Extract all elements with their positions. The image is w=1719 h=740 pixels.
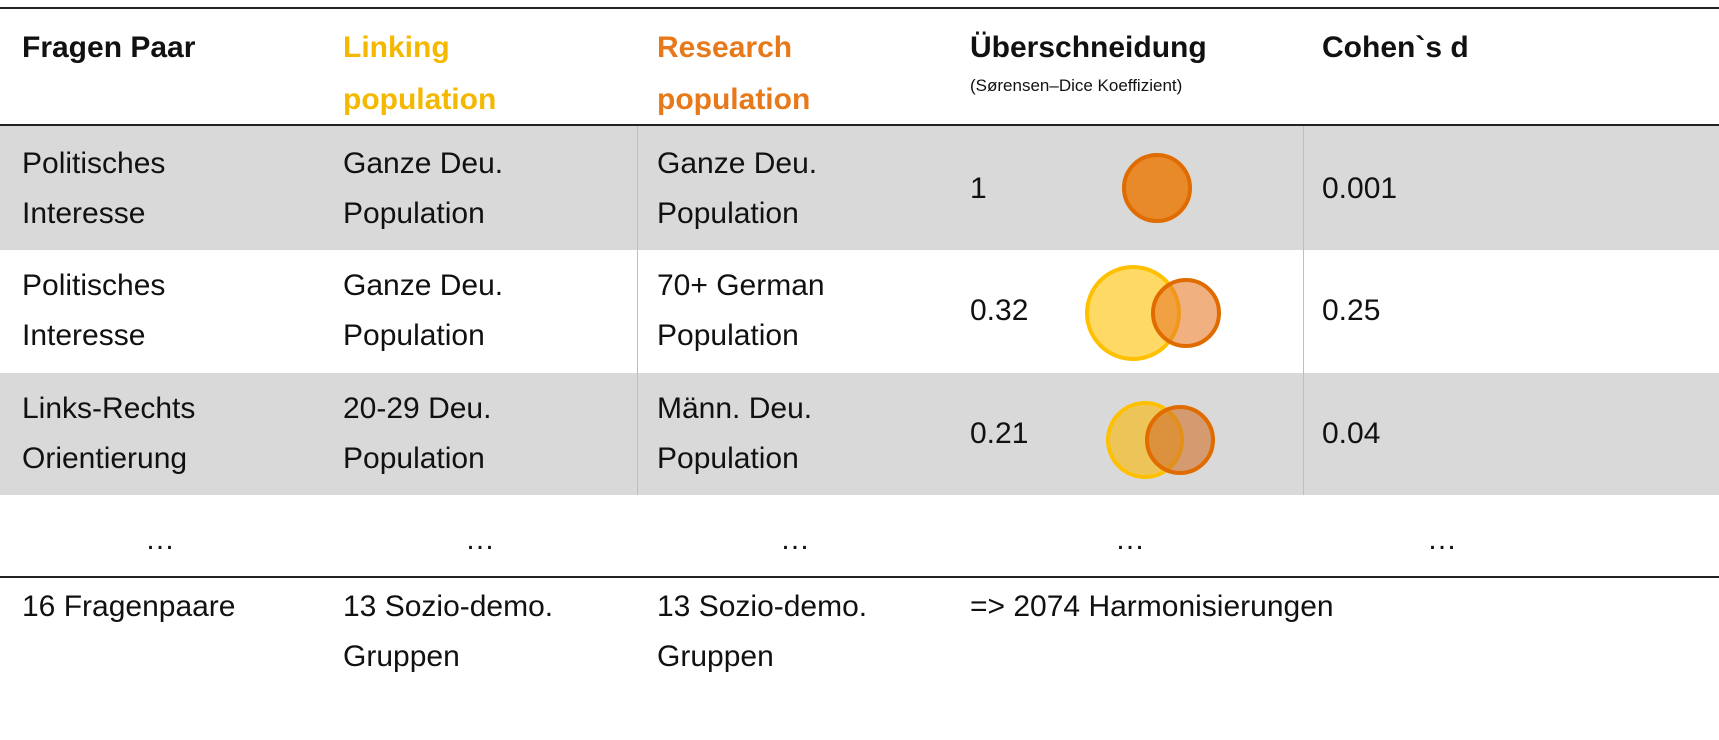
table-cell: 70+ German Population [657, 269, 825, 352]
ellipsis: … [465, 523, 495, 556]
venn-circle [1122, 153, 1192, 223]
ellipsis: … [1427, 523, 1457, 556]
table-cell: 1 [970, 172, 987, 205]
column-header: Linking population [343, 31, 497, 116]
column-divider [1303, 126, 1304, 495]
table-cell: Ganze Deu. Population [343, 269, 504, 352]
ellipsis: … [145, 523, 175, 556]
row-band [0, 126, 1719, 250]
table-cell: Ganze Deu. Population [657, 147, 818, 230]
column-subtitle: (Sørensen–Dice Koeffizient) [970, 76, 1183, 95]
footer-rule [0, 576, 1719, 578]
venn-circle [1145, 405, 1215, 475]
top-rule [0, 7, 1719, 9]
table-cell: Männ. Deu. Population [657, 392, 813, 475]
ellipsis: … [1115, 523, 1145, 556]
column-header: Fragen Paar [22, 31, 196, 64]
table-cell: 20-29 Deu. Population [343, 392, 492, 475]
table-cell: 0.04 [1322, 417, 1381, 450]
column-header: Research population [657, 31, 811, 116]
ellipsis: … [780, 523, 810, 556]
footer-cell: => 2074 Harmonisierungen [970, 590, 1334, 623]
row-band [0, 373, 1719, 495]
column-header: Cohen`s d [1322, 31, 1469, 64]
table-cell: Politisches Interesse [22, 147, 166, 230]
table-cell: Ganze Deu. Population [343, 147, 504, 230]
venn-circle [1151, 278, 1221, 348]
table-cell: Links-Rechts Orientierung [22, 392, 196, 475]
column-header: Überschneidung [970, 31, 1207, 64]
table-cell: 0.25 [1322, 294, 1381, 327]
table-cell: 0.32 [970, 294, 1029, 327]
column-divider [637, 126, 638, 495]
table-cell: 0.001 [1322, 172, 1398, 205]
footer-cell: 16 Fragenpaare [22, 590, 236, 623]
footer-cell: 13 Sozio-demo. Gruppen [343, 590, 554, 673]
table-cell: Politisches Interesse [22, 269, 166, 352]
header-rule [0, 124, 1719, 126]
footer-cell: 13 Sozio-demo. Gruppen [657, 590, 868, 673]
table-cell: 0.21 [970, 417, 1029, 450]
